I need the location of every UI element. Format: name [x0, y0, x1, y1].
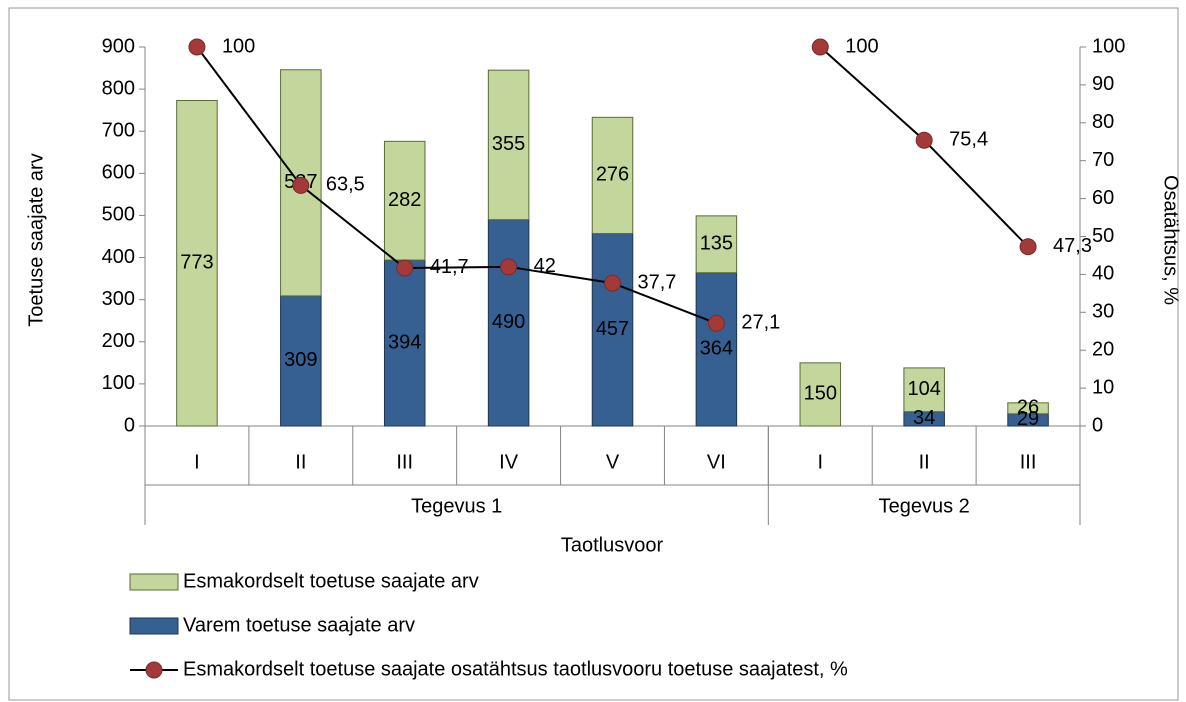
- line-value-label: 100: [845, 35, 878, 57]
- y-tick-label: 200: [102, 330, 135, 352]
- bar-value-label: 355: [492, 133, 525, 155]
- y2-tick-label: 80: [1092, 111, 1114, 133]
- bar-segment: [799, 362, 842, 427]
- legend-swatch: [129, 617, 179, 635]
- line-marker: [604, 274, 621, 292]
- line-value-label: 41,7: [430, 256, 469, 278]
- y-tick-label: 600: [102, 162, 135, 184]
- y-tick-label: 500: [102, 204, 135, 226]
- line-value-label: 37,7: [638, 271, 677, 293]
- legend-label: Varem toetuse saajate arv: [183, 614, 415, 636]
- y2-tick-label: 70: [1092, 149, 1114, 171]
- y-tick-label: 300: [102, 288, 135, 310]
- y2-tick-label: 10: [1092, 376, 1114, 398]
- y-tick-label: 100: [102, 372, 135, 394]
- x-tick-label: I: [817, 451, 823, 473]
- bar-segment: [695, 215, 738, 274]
- line-value-label: 75,4: [949, 129, 988, 151]
- y2-tick-label: 30: [1092, 301, 1114, 323]
- y2-tick-label: 60: [1092, 187, 1114, 209]
- line-marker: [500, 258, 518, 276]
- bar-value-label: 309: [284, 349, 317, 371]
- x-tick-label: VI: [707, 451, 726, 473]
- y-tick-label: 0: [124, 414, 135, 436]
- line-marker: [292, 176, 310, 194]
- x-tick-label: III: [1020, 451, 1037, 473]
- line-value-label: 63,5: [326, 174, 365, 196]
- y2-tick-label: 40: [1092, 263, 1114, 285]
- bar-value-label: 29: [1017, 408, 1039, 430]
- line-value-label: 42: [534, 255, 556, 277]
- bar-segment: [176, 99, 218, 427]
- line-marker: [915, 131, 933, 149]
- bar-value-label: 26: [1017, 397, 1039, 419]
- bar-value-label: 34: [913, 407, 935, 429]
- y-tick-label: 800: [102, 77, 135, 99]
- bar-value-label: 104: [907, 378, 940, 400]
- line-marker: [396, 259, 414, 277]
- line-marker: [1019, 238, 1037, 256]
- x-tick-label: I: [194, 451, 200, 473]
- bar-segment: [487, 69, 530, 221]
- y2-tick-label: 90: [1092, 73, 1114, 95]
- line-value-label: 47,3: [1053, 235, 1092, 257]
- bar-segment: [1007, 402, 1049, 415]
- bar-segment: [383, 140, 426, 261]
- legend-marker: [145, 661, 163, 679]
- bar-value-label: 773: [180, 252, 213, 274]
- y2-axis-title: Osatähtsus, %: [1160, 175, 1182, 305]
- legend-swatch: [129, 573, 179, 591]
- x-tick-label: II: [919, 451, 930, 473]
- bar-segment: [591, 116, 634, 235]
- bar-value-label: 276: [596, 164, 629, 186]
- group-label: Tegevus 2: [879, 495, 970, 517]
- bar-value-label: 364: [700, 338, 733, 360]
- y-tick-label: 700: [102, 120, 135, 142]
- y2-tick-label: 20: [1092, 338, 1114, 360]
- y-axis-title: Toetuse saajate arv: [25, 153, 47, 326]
- bar-segment: [695, 272, 738, 427]
- bar-segment: [487, 219, 530, 427]
- bar-segment: [903, 367, 945, 413]
- bar-value-label: 457: [596, 318, 629, 340]
- bar-value-label: 394: [388, 331, 421, 353]
- x-tick-label: V: [606, 451, 620, 473]
- y-tick-label: 400: [102, 246, 135, 268]
- legend-label: Esmakordselt toetuse saajate osatähtsus …: [183, 658, 848, 680]
- y2-tick-label: 50: [1092, 225, 1114, 247]
- line-marker: [188, 38, 206, 56]
- bar-value-label: 150: [804, 383, 837, 405]
- x-tick-label: II: [295, 451, 306, 473]
- bar-segment: [383, 259, 426, 427]
- bar-value-label: 490: [492, 311, 525, 333]
- line-marker: [811, 38, 829, 56]
- y-tick-label: 900: [102, 35, 135, 57]
- y2-tick-label: 0: [1092, 414, 1103, 436]
- y2-tick-label: 100: [1092, 35, 1125, 57]
- legend-label: Esmakordselt toetuse saajate arv: [183, 570, 479, 592]
- group-label: Tegevus 1: [411, 495, 502, 517]
- x-tick-label: III: [396, 451, 413, 473]
- line-value-label: 100: [222, 35, 255, 57]
- bar-segment: [280, 295, 322, 427]
- x-tick-label: IV: [499, 451, 519, 473]
- line-marker: [707, 314, 725, 332]
- line-value-label: 27,1: [741, 312, 780, 334]
- line: [196, 46, 717, 325]
- x-axis-title: Taotlusvoor: [561, 534, 664, 556]
- bar-value-label: 135: [700, 233, 733, 255]
- bar-value-label: 282: [388, 189, 421, 211]
